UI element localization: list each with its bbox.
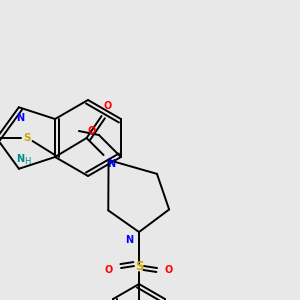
Text: S: S	[23, 133, 30, 143]
Text: N: N	[16, 113, 24, 123]
Text: H: H	[24, 157, 30, 166]
Text: S: S	[135, 260, 143, 272]
Text: O: O	[103, 101, 112, 111]
Text: O: O	[105, 265, 113, 275]
Text: O: O	[165, 265, 173, 275]
Text: N: N	[125, 235, 133, 245]
Text: O: O	[88, 126, 96, 136]
Text: N: N	[107, 159, 116, 169]
Text: N: N	[16, 154, 24, 164]
